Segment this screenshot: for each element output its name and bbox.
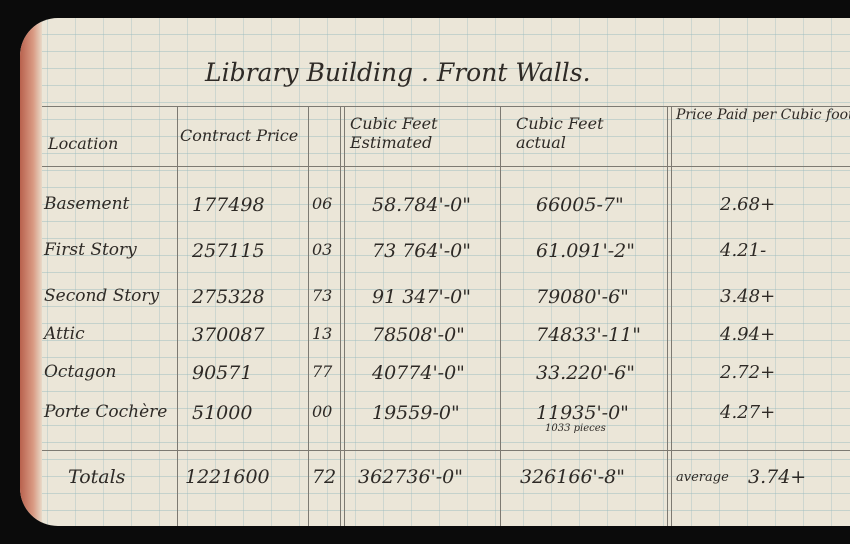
row-estimated: 91 347'-0" xyxy=(372,286,471,308)
row-actual: 79080'-6" xyxy=(536,286,629,308)
totals-price: 1221600 xyxy=(185,466,270,488)
row-location: Octagon xyxy=(44,362,117,382)
header-cubic-estimated: Cubic Feet Estimated xyxy=(350,114,438,152)
page-edge xyxy=(20,18,42,526)
row-estimated: 73 764'-0" xyxy=(372,240,471,262)
row-per-foot: 4.21- xyxy=(720,240,767,261)
pieces-note: 1033 pieces xyxy=(545,423,606,434)
totals-estimated: 362736'-0" xyxy=(358,466,464,488)
row-location: Basement xyxy=(44,194,130,214)
divider xyxy=(42,106,850,107)
totals-average-label: average xyxy=(676,470,729,485)
row-per-foot: 3.48+ xyxy=(720,286,776,307)
divider xyxy=(42,450,850,451)
divider xyxy=(340,106,341,526)
row-per-foot: 2.72+ xyxy=(720,362,776,383)
row-estimated: 40774'-0" xyxy=(372,362,465,384)
divider xyxy=(308,106,309,526)
row-cents: 73 xyxy=(312,286,333,305)
divider xyxy=(671,106,672,526)
row-actual: 33.220'-6" xyxy=(536,362,635,384)
totals-per-foot: 3.74+ xyxy=(748,466,807,488)
row-actual: 74833'-11" xyxy=(536,324,642,346)
row-estimated: 58.784'-0" xyxy=(372,194,471,216)
divider xyxy=(500,106,501,526)
header-price-per-foot: Price Paid per Cubic foot xyxy=(676,107,850,123)
header-contract-price: Contract Price xyxy=(180,126,299,145)
row-actual: 11935'-0" xyxy=(536,402,629,424)
row-price: 90571 xyxy=(192,362,253,384)
page-title: Library Building . Front Walls. xyxy=(205,58,591,87)
row-estimated: 78508'-0" xyxy=(372,324,465,346)
totals-label: Totals xyxy=(68,466,126,488)
row-location: Porte Cochère xyxy=(44,402,168,422)
row-per-foot: 4.27+ xyxy=(720,402,776,423)
divider xyxy=(344,106,345,526)
totals-actual: 326166'-8" xyxy=(520,466,626,488)
row-per-foot: 2.68+ xyxy=(720,194,776,215)
totals-cents: 72 xyxy=(312,466,337,488)
row-price: 257115 xyxy=(192,240,265,262)
header-location: Location xyxy=(48,134,119,153)
row-cents: 00 xyxy=(312,402,333,421)
row-actual: 66005-7" xyxy=(536,194,624,216)
row-estimated: 19559-0" xyxy=(372,402,460,424)
row-actual: 61.091'-2" xyxy=(536,240,635,262)
row-price: 177498 xyxy=(192,194,265,216)
row-per-foot: 4.94+ xyxy=(720,324,776,345)
header-cubic-actual: Cubic Feet actual xyxy=(516,114,604,152)
notebook-page: Library Building . Front Walls. Location… xyxy=(20,18,850,526)
divider xyxy=(177,106,178,526)
row-location: First Story xyxy=(44,240,137,260)
row-location: Attic xyxy=(44,324,85,344)
row-price: 51000 xyxy=(192,402,253,424)
divider xyxy=(667,106,668,526)
row-location: Second Story xyxy=(44,286,160,306)
divider xyxy=(42,166,850,167)
row-cents: 13 xyxy=(312,324,333,343)
row-price: 275328 xyxy=(192,286,265,308)
row-cents: 03 xyxy=(312,240,333,259)
row-cents: 77 xyxy=(312,362,333,381)
row-cents: 06 xyxy=(312,194,333,213)
row-price: 370087 xyxy=(192,324,265,346)
